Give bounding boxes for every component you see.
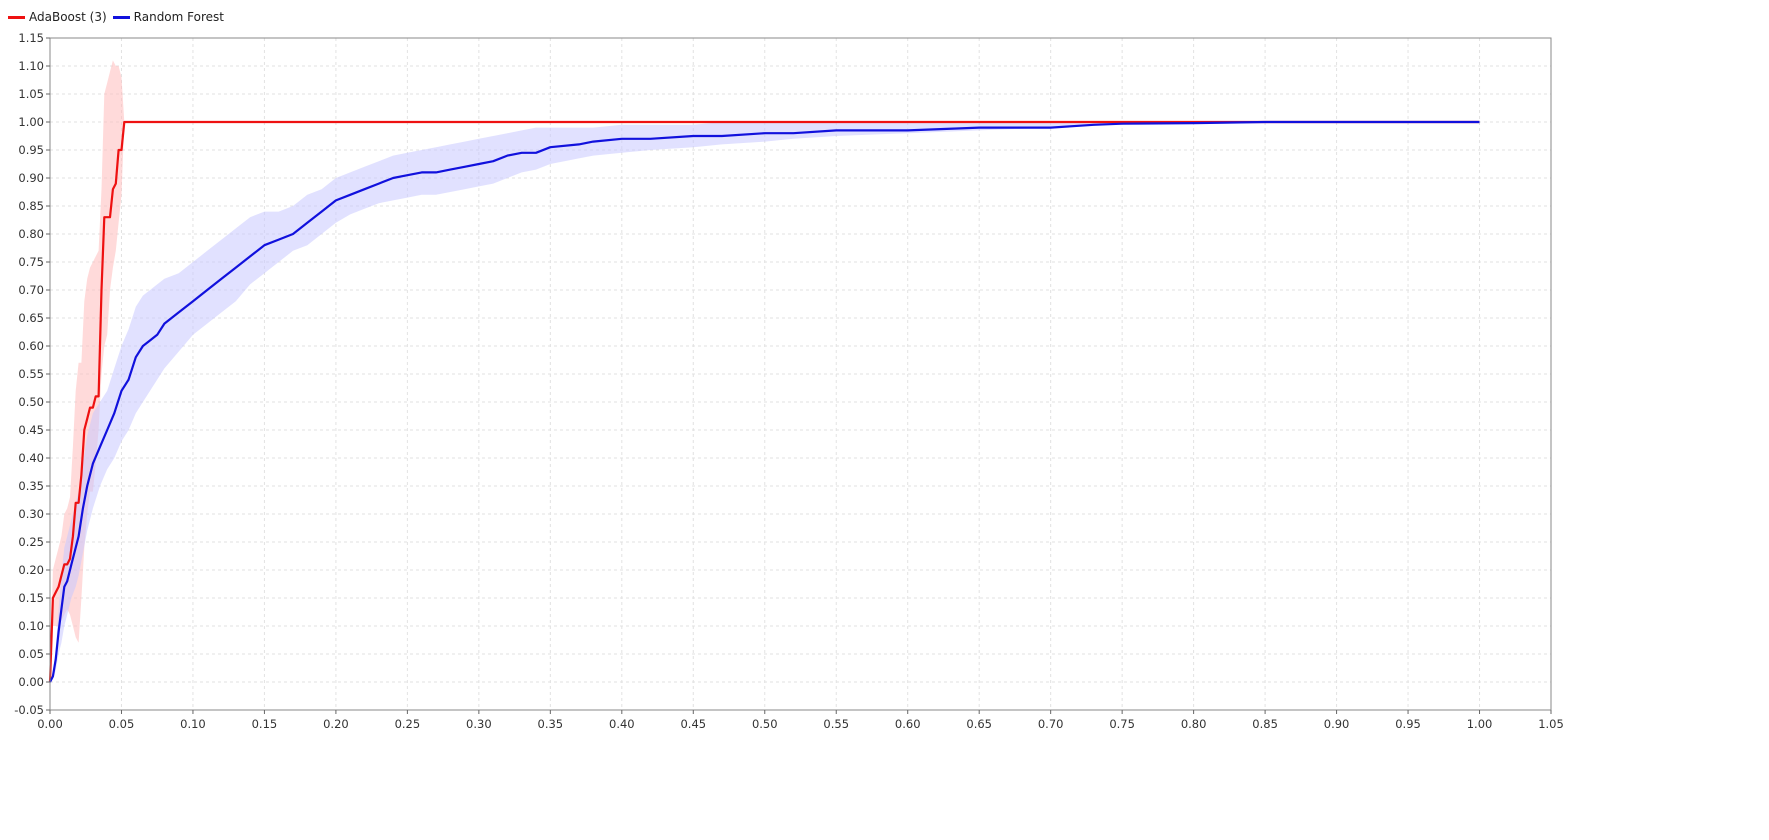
legend-label-random-forest: Random Forest [133, 10, 224, 24]
y-tick-label: 1.00 [18, 115, 44, 129]
y-tick-label: 0.65 [18, 311, 44, 325]
x-tick-label: 0.75 [1109, 717, 1135, 731]
legend-swatch-random-forest [112, 15, 130, 19]
x-tick-label: 0.25 [395, 717, 421, 731]
legend: AdaBoost (3) Random Forest [8, 9, 230, 25]
y-tick-label: 0.40 [18, 451, 44, 465]
y-tick-label: 1.10 [18, 59, 44, 73]
x-tick-label: 1.05 [1538, 717, 1564, 731]
x-tick-label: 0.45 [680, 717, 706, 731]
x-tick-label: 0.70 [1038, 717, 1064, 731]
x-tick-label: 0.95 [1395, 717, 1421, 731]
x-tick-label: 0.40 [609, 717, 635, 731]
y-tick-label: 0.75 [18, 255, 44, 269]
legend-item-random-forest[interactable]: Random Forest [112, 10, 224, 24]
y-tick-label: 0.60 [18, 339, 44, 353]
y-tick-label: -0.05 [14, 703, 44, 717]
y-tick-label: 0.20 [18, 563, 44, 577]
y-tick-label: 0.00 [18, 675, 44, 689]
y-tick-label: 0.10 [18, 619, 44, 633]
legend-item-adaboost[interactable]: AdaBoost (3) [8, 10, 107, 24]
x-tick-label: 0.90 [1324, 717, 1350, 731]
y-tick-label: 0.45 [18, 423, 44, 437]
x-tick-label: 0.65 [966, 717, 992, 731]
y-tick-label: 0.30 [18, 507, 44, 521]
legend-swatch-adaboost [8, 15, 25, 19]
series-line-adaboost [48, 120, 1480, 683]
x-tick-label: 0.85 [1252, 717, 1278, 731]
y-tick-label: 1.15 [18, 31, 44, 45]
x-tick-label: 0.20 [323, 717, 349, 731]
y-tick-label: 0.85 [18, 199, 44, 213]
y-tick-label: 0.05 [18, 647, 44, 661]
y-tick-label: 0.35 [18, 479, 44, 493]
y-tick-label: 0.80 [18, 227, 44, 241]
x-tick-label: 0.50 [752, 717, 778, 731]
y-tick-label: 0.70 [18, 283, 44, 297]
series-line-random-forest [49, 120, 1480, 683]
y-tick-label: 1.05 [18, 87, 44, 101]
y-tick-label: 0.90 [18, 171, 44, 185]
x-tick-label: 0.35 [538, 717, 564, 731]
y-tick-label: 0.95 [18, 143, 44, 157]
y-tick-label: 0.50 [18, 395, 44, 409]
x-tick-label: 0.60 [895, 717, 921, 731]
y-tick-label: 0.55 [18, 367, 44, 381]
x-tick-label: 0.15 [252, 717, 278, 731]
x-tick-label: 0.30 [466, 717, 492, 731]
x-tick-label: 0.55 [823, 717, 849, 731]
legend-label-adaboost: AdaBoost (3) [29, 10, 107, 24]
x-tick-label: 0.05 [109, 717, 135, 731]
x-tick-label: 0.10 [180, 717, 206, 731]
x-tick-label: 0.00 [37, 717, 63, 731]
x-tick-label: 1.00 [1467, 717, 1493, 731]
y-tick-label: 0.15 [18, 591, 44, 605]
x-tick-label: 0.80 [1181, 717, 1207, 731]
y-tick-label: 0.25 [18, 535, 44, 549]
